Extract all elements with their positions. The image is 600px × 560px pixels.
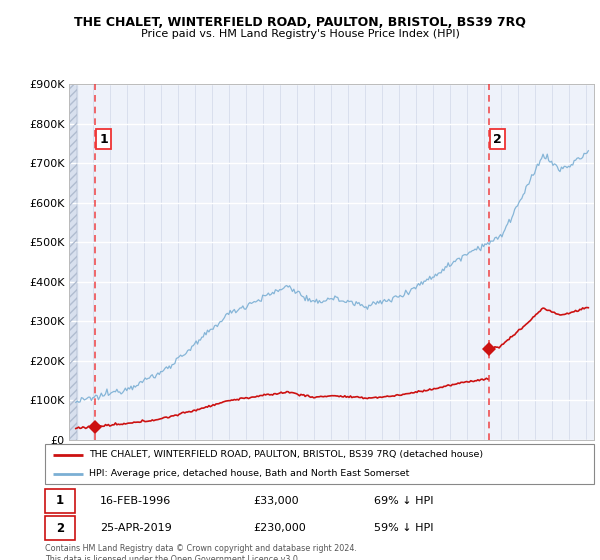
Text: 1: 1 [56,494,64,507]
Text: HPI: Average price, detached house, Bath and North East Somerset: HPI: Average price, detached house, Bath… [89,469,409,478]
Text: 1: 1 [99,133,108,146]
Text: £33,000: £33,000 [254,496,299,506]
Bar [69,84,77,440]
Text: 2: 2 [493,133,502,146]
Text: Price paid vs. HM Land Registry's House Price Index (HPI): Price paid vs. HM Land Registry's House … [140,29,460,39]
Text: £230,000: £230,000 [254,523,307,533]
Text: 16-FEB-1996: 16-FEB-1996 [100,496,171,506]
Bar [69,84,77,440]
Text: Contains HM Land Registry data © Crown copyright and database right 2024.
This d: Contains HM Land Registry data © Crown c… [45,544,357,560]
Text: THE CHALET, WINTERFIELD ROAD, PAULTON, BRISTOL, BS39 7RQ (detached house): THE CHALET, WINTERFIELD ROAD, PAULTON, B… [89,450,483,459]
Text: 59% ↓ HPI: 59% ↓ HPI [374,523,434,533]
FancyBboxPatch shape [45,516,75,540]
Text: 25-APR-2019: 25-APR-2019 [100,523,172,533]
FancyBboxPatch shape [45,488,75,513]
FancyBboxPatch shape [45,444,594,484]
Text: 69% ↓ HPI: 69% ↓ HPI [374,496,434,506]
Text: THE CHALET, WINTERFIELD ROAD, PAULTON, BRISTOL, BS39 7RQ: THE CHALET, WINTERFIELD ROAD, PAULTON, B… [74,16,526,29]
Text: 2: 2 [56,521,64,535]
